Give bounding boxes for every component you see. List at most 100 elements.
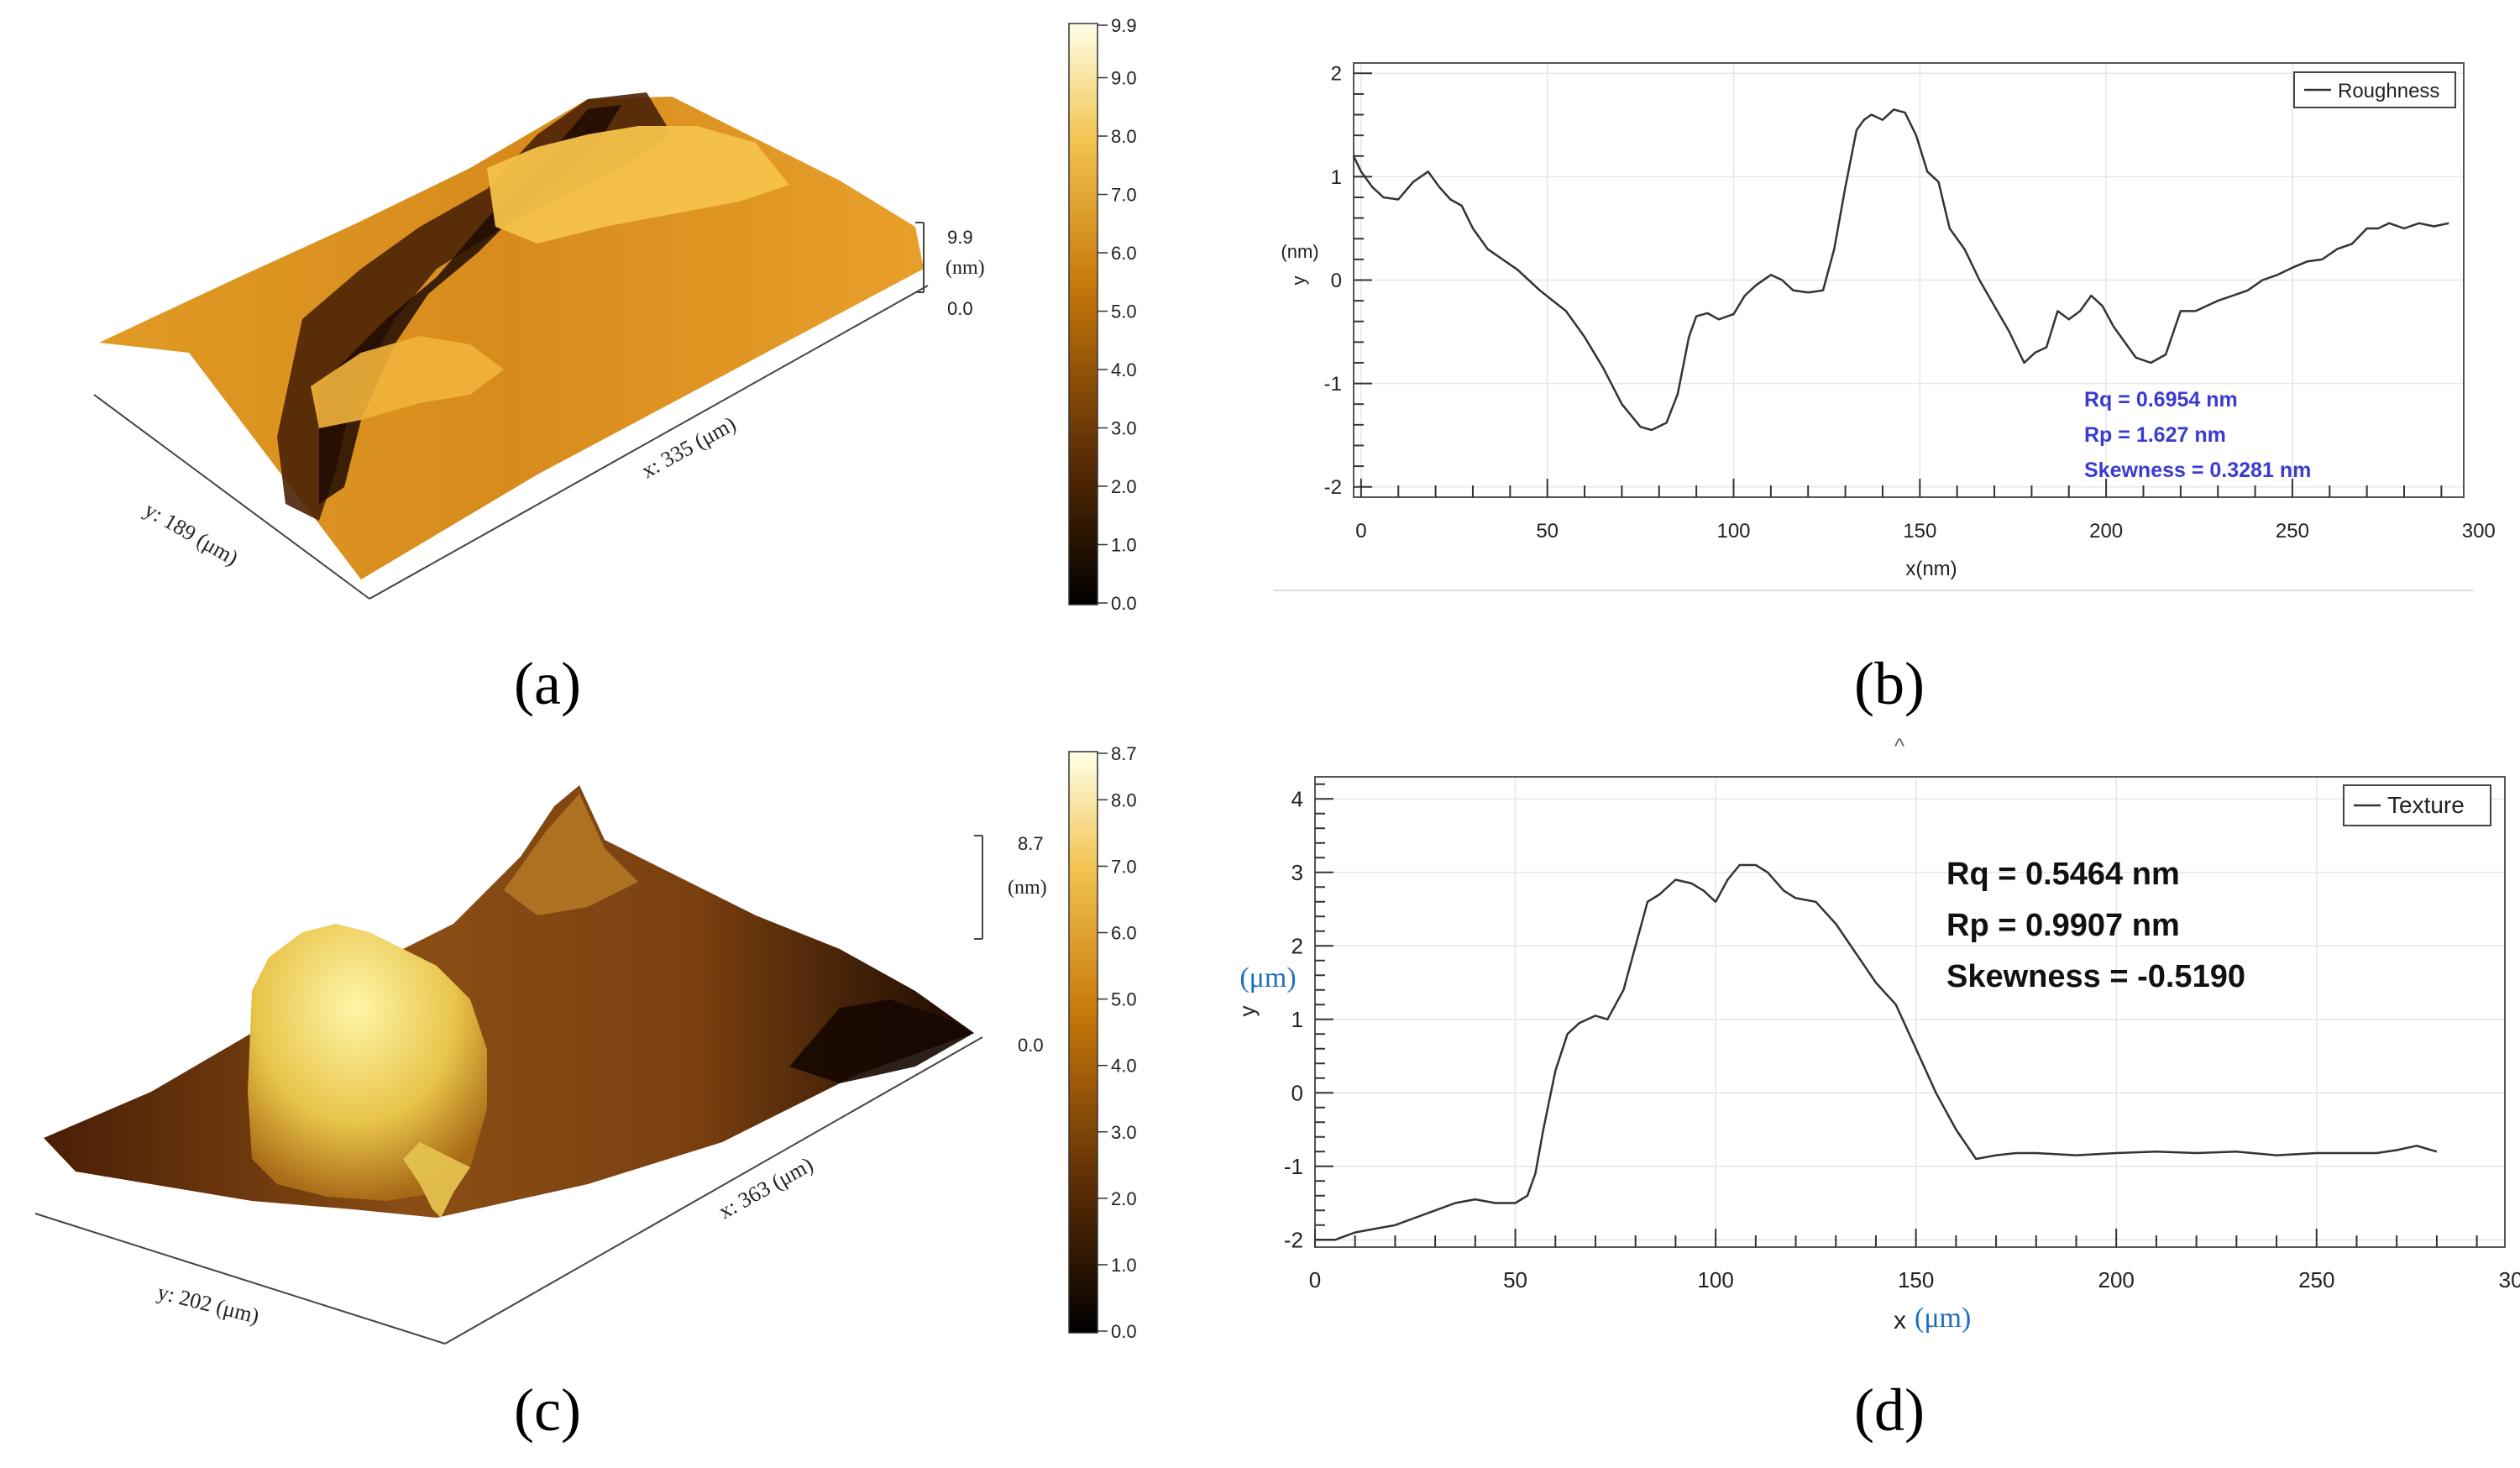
chart-d-x-tick-label: 0 [1309, 1267, 1321, 1292]
colorbar-a-tick-label: 9.0 [1111, 68, 1137, 89]
colorbar-c-tick-label: 7.0 [1111, 856, 1137, 877]
colorbar-c-tick-label: 6.0 [1111, 923, 1137, 944]
surface-c-x-label: x: 363 (μm) [715, 1152, 817, 1224]
panel-label-a: (a) [514, 650, 581, 717]
chart-d-stat-0: Rq = 0.5464 nm [1946, 857, 2180, 892]
chart-d-y-tick-label: 4 [1291, 786, 1303, 811]
chart-d-scroll-caret: ^ [1894, 733, 1905, 758]
chart-b-x-tick-label: 50 [1536, 520, 1559, 543]
chart-d-legend: Texture [2343, 784, 2491, 826]
chart-b-y-axis-label: y [1288, 276, 1309, 286]
chart-d-x-tick-label: 300 [2499, 1267, 2520, 1292]
surface-c-z-max: 8.7 [1018, 833, 1044, 854]
colorbar-a: 9.9 9.0 8.0 7.0 6.0 5.0 4.0 3.0 2.0 1.0 0.0 [1068, 15, 1137, 614]
chart-d-stat-1: Rp = 0.9907 nm [1946, 908, 2180, 943]
chart-d-y-tick-label: 1 [1291, 1007, 1303, 1032]
chart-d-stat-2: Skewness = -0.5190 [1946, 959, 2245, 994]
surface-a-z-unit: (nm) [946, 257, 985, 279]
colorbar-c-tick-label: 3.0 [1111, 1122, 1137, 1143]
colorbar-c-tick-label: 4.0 [1111, 1056, 1137, 1077]
chart-b-x-tick-label: 250 [2276, 520, 2309, 543]
panel-c-surface: x: 363 (μm) y: 202 (μm) 8.7 (nm) 0.0 [34, 785, 1047, 1345]
panel-a-surface: x: 335 (μm) y: 189 (μm) 9.9 (nm) 0.0 [93, 92, 985, 600]
colorbar-c-ticks: 8.7 8.0 7.0 6.0 5.0 4.0 3.0 2.0 1.0 0.0 [1098, 743, 1137, 1342]
surface-c-z-min: 0.0 [1018, 1035, 1044, 1056]
chart-d-y-tick-label: -2 [1284, 1227, 1303, 1252]
surface-a-ridge-2 [311, 336, 504, 428]
colorbar-c-tick-label: 0.0 [1111, 1321, 1137, 1342]
chart-d-x-tick-label: 150 [1898, 1267, 1934, 1292]
colorbar-a-tick-label: 3.0 [1111, 418, 1137, 439]
colorbar-a-tick-label: 5.0 [1111, 301, 1137, 322]
surface-c-z-unit: (nm) [1008, 877, 1047, 899]
colorbar-a-tick-label: 0.0 [1111, 593, 1137, 614]
chart-b-legend-label: Roughness [2338, 80, 2439, 102]
surface-a-x-axis [369, 285, 929, 600]
surface-c-spike [403, 1142, 470, 1218]
surface-c-y-label: y: 202 (μm) [155, 1280, 262, 1329]
chart-d-y-tick-label: 2 [1291, 933, 1303, 958]
panel-label-d: (d) [1854, 1376, 1925, 1444]
chart-d-x-tick-label: 100 [1697, 1267, 1733, 1292]
colorbar-a-tick-label: 9.9 [1111, 15, 1137, 36]
surface-a-z-max: 9.9 [947, 227, 973, 248]
chart-b-y-tick-label: -1 [1324, 373, 1342, 396]
chart-b-y-tick-label: 0 [1331, 270, 1342, 292]
chart-b-x-tick-label: 0 [1355, 520, 1366, 543]
chart-d-x-axis-label: x [1894, 1307, 1906, 1334]
surface-a-ridge [487, 126, 789, 244]
chart-d-y-tick-label: 3 [1291, 860, 1303, 885]
colorbar-a-tick-label: 7.0 [1111, 185, 1137, 206]
chart-d-legend-label: Texture [2387, 792, 2465, 818]
colorbar-c-tick-label: 1.0 [1111, 1255, 1137, 1276]
colorbar-a-tick-label: 6.0 [1111, 243, 1137, 264]
colorbar-c-bar [1068, 751, 1098, 1334]
surface-c-shadow [789, 999, 974, 1083]
chart-d-y-tick-label: 0 [1291, 1080, 1303, 1105]
surface-a-y-label: y: 189 (μm) [140, 497, 243, 570]
surface-c-base [44, 785, 974, 1218]
colorbar-a-tick-label: 2.0 [1111, 476, 1137, 497]
chart-b-y-axis-unit: (nm) [1281, 241, 1318, 262]
panel-label-c: (c) [514, 1376, 581, 1444]
chart-b-series-line [1352, 108, 2449, 432]
chart-d-y-axis-label: y [1234, 1006, 1260, 1017]
surface-a-z-min: 0.0 [947, 298, 973, 319]
chart-b-y-tick-label: 1 [1331, 166, 1342, 189]
chart-b-y-tick-label: 2 [1331, 63, 1342, 86]
chart-b-x-axis-label: x(nm) [1905, 558, 1957, 580]
chart-d-x-tick-label: 250 [2298, 1267, 2334, 1292]
chart-b-legend: Roughness [2293, 71, 2456, 108]
colorbar-a-ticks: 9.9 9.0 8.0 7.0 6.0 5.0 4.0 3.0 2.0 1.0 0.0 [1098, 15, 1137, 614]
colorbar-a-tick-label: 1.0 [1111, 535, 1137, 556]
chart-b: 0 50 100 150 200 250 300 2 1 0 -1 -2 Roughness Rq = 0… [1274, 62, 2496, 591]
chart-d: 0 50 100 150 200 250 300 4 3 2 1 0 -1 -2 Texture Rq = 0… [1234, 776, 2520, 1334]
chart-b-x-tick-label: 100 [1716, 520, 1750, 543]
chart-d-y-axis-unit: (μm) [1239, 962, 1296, 994]
colorbar-c: 8.7 8.0 7.0 6.0 5.0 4.0 3.0 2.0 1.0 0.0 [1068, 743, 1137, 1342]
surface-c-y-axis [34, 1213, 446, 1345]
chart-b-x-tick-label: 300 [2462, 520, 2496, 543]
colorbar-a-bar [1068, 23, 1098, 606]
chart-b-x-tick-label: 150 [1903, 520, 1936, 543]
chart-d-series-line [1315, 863, 2438, 1241]
surface-a-x-label: x: 335 (μm) [637, 412, 740, 483]
chart-b-x-tick-label: 200 [2089, 520, 2123, 543]
chart-b-stat-0: Rq = 0.6954 nm [2084, 388, 2238, 412]
colorbar-c-tick-label: 8.0 [1111, 789, 1137, 810]
chart-b-stat-1: Rp = 1.627 nm [2084, 423, 2226, 447]
colorbar-c-tick-label: 5.0 [1111, 989, 1137, 1010]
chart-b-legend-box [2293, 71, 2456, 108]
surface-c-ridge [504, 794, 638, 915]
colorbar-c-tick-label: 2.0 [1111, 1188, 1137, 1209]
colorbar-a-tick-label: 8.0 [1111, 126, 1137, 147]
chart-d-x-tick-label: 200 [2098, 1267, 2135, 1292]
surface-c-mound [248, 924, 487, 1201]
colorbar-a-tick-label: 4.0 [1111, 359, 1137, 380]
panel-label-b: (b) [1854, 650, 1925, 717]
colorbar-c-tick-label: 8.7 [1111, 743, 1137, 764]
chart-d-x-tick-label: 50 [1503, 1267, 1527, 1292]
chart-b-y-tick-label: -2 [1324, 476, 1342, 499]
chart-d-y-tick-label: -1 [1284, 1154, 1303, 1179]
